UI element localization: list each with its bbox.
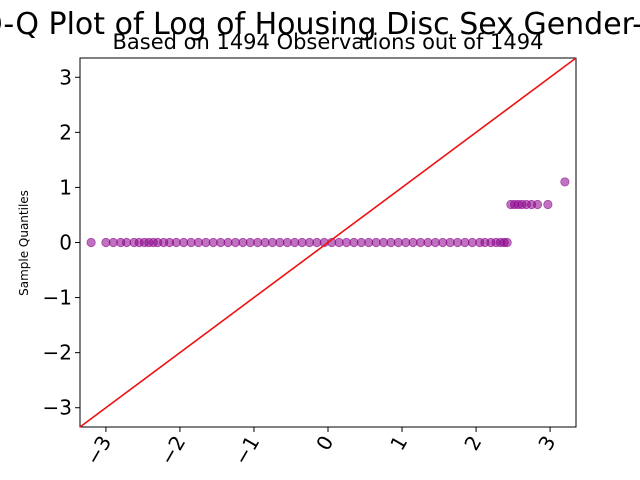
x-tick-label: 3 [533, 432, 560, 455]
y-tick-label: −1 [43, 286, 72, 310]
y-tick-label: −3 [43, 396, 72, 420]
x-tick-label: −3 [81, 432, 117, 470]
sample-point [560, 177, 570, 187]
y-tick-label: 0 [59, 231, 72, 255]
y-tick-label: 2 [59, 120, 72, 144]
chart-title: Q-Q Plot of Log of Housing Disc Sex Gend… [0, 7, 640, 42]
chart-subtitle: Based on 1494 Observations out of 1494 [112, 30, 543, 54]
x-tick-label: −1 [229, 432, 265, 470]
sample-point [502, 237, 512, 248]
y-axis: −3 −2 −1 0 1 2 3 [43, 65, 80, 420]
x-tick-label: 1 [385, 432, 412, 455]
x-tick-label: 0 [311, 432, 338, 455]
x-tick-label: −2 [155, 432, 191, 470]
y-tick-label: 3 [59, 65, 72, 89]
y-axis-label: Sample Quantiles [17, 190, 31, 296]
x-axis: −3 −2 −1 0 1 2 3 [81, 427, 560, 470]
sample-point [543, 199, 553, 210]
sample-point [86, 237, 96, 248]
sample-points [86, 177, 570, 248]
reference-line [79, 57, 577, 428]
y-tick-label: −2 [43, 341, 72, 365]
x-tick-label: 2 [459, 432, 486, 455]
y-tick-label: 1 [59, 175, 72, 199]
sample-point [532, 199, 543, 210]
plot-area [79, 57, 577, 428]
